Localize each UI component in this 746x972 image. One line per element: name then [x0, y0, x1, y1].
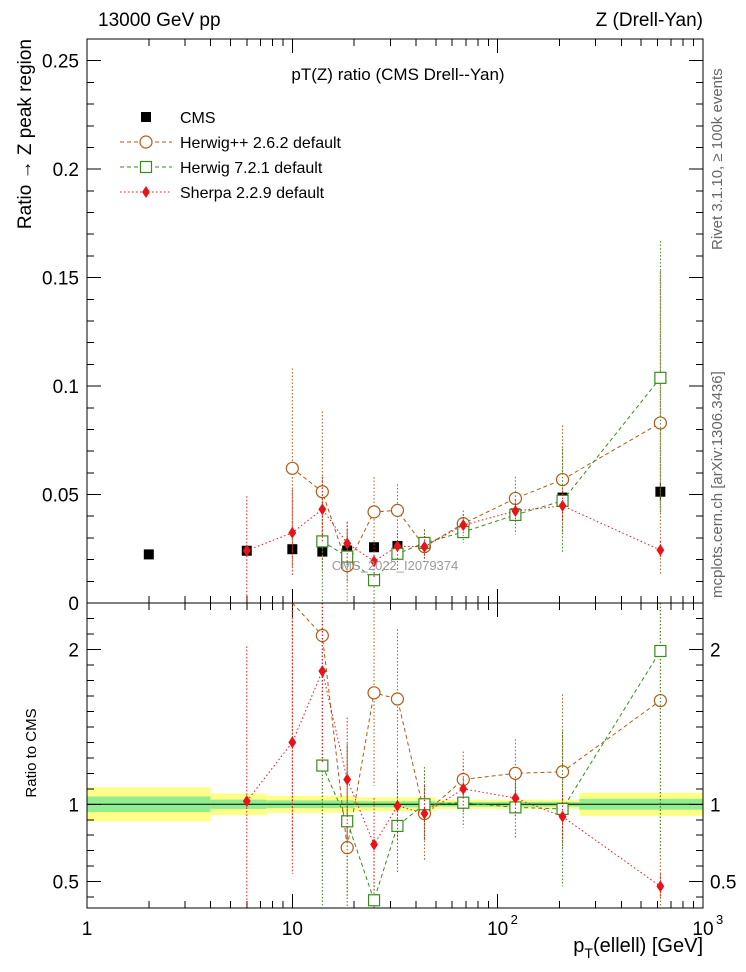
legend-cms-marker: [141, 112, 151, 122]
ratio-ytick-label-left: 1: [68, 795, 79, 816]
herwig-7-2-1-default-point: [341, 815, 354, 828]
legend-herwig-7-2-1-default-marker: [139, 160, 153, 174]
herwig-7-2-1-default-point: [654, 371, 667, 384]
sherpa-2-2-9-default-line: [246, 505, 661, 562]
x-tick-label: 1: [82, 919, 93, 940]
sherpa-2-2-9-default-line: [246, 669, 661, 887]
ratio-y-axis-title: Ratio to CMS: [23, 708, 40, 797]
herwig-7-2-1-default-point: [654, 644, 667, 658]
ratio-ticks: 0.5 0.5 1 1 2 2: [53, 603, 736, 908]
sherpa-2-2-9-default-point: [318, 665, 327, 678]
herwig-2-6-2-default-point: [367, 505, 381, 519]
herwig-2-6-2-default-point: [390, 503, 405, 517]
herwig-2-6-2-default-line: [291, 602, 661, 848]
herwig-7-2-1-default-point: [367, 894, 381, 907]
sherpa-2-2-9-default-point: [242, 544, 251, 557]
x-tick-label: 10: [282, 919, 303, 940]
ratio-ytick-label-right: 2: [710, 640, 721, 661]
herwig-2-6-2-default-point: [285, 461, 299, 475]
main-ytick-label: 0: [68, 594, 79, 615]
main-ytick-label: 0.15: [42, 269, 79, 290]
herwig-2-6-2-default-point: [367, 686, 381, 700]
main-y-axis-title: Ratio → Z peak region: [15, 39, 36, 229]
legend: CMS Herwig++ 2.6.2 default Herwig 7.2.1 de…: [120, 110, 342, 202]
herwig-2-6-2-default-line: [292, 422, 661, 567]
sherpa-2-2-9-default-point: [558, 810, 567, 823]
watermark-label: CMS_2022_I2079374: [332, 558, 459, 573]
sherpa-2-2-9-default-point: [656, 544, 665, 557]
cms-point: [369, 542, 380, 553]
sherpa-2-2-9-default-point: [459, 782, 468, 795]
header-left-label: 13000 GeV pp: [98, 10, 221, 31]
sherpa-2-2-9-default-point: [656, 880, 665, 893]
cms-point: [143, 549, 154, 560]
legend-sherpa-2-2-9-default-label: Sherpa 2.2.9 default: [180, 185, 325, 202]
ratio-ytick-label-left: 0.5: [53, 873, 79, 894]
sherpa-2-2-9-default-point: [393, 799, 402, 812]
herwig-7-2-1-default-line: [321, 650, 661, 902]
x-tick-label: 10: [487, 919, 508, 940]
mcplots-label: mcplots.cern.ch [arXiv:1306.3436]: [709, 371, 726, 598]
x-tick-exponent: 2: [511, 912, 518, 927]
main-ytick-label: 0.1: [53, 377, 79, 398]
main-ytick-label: 0.2: [53, 160, 79, 181]
x-tick-label: 10: [692, 919, 713, 940]
x-tick-labels: 1 10 10 2 10 3: [82, 912, 724, 940]
sherpa-2-2-9-default-point: [288, 526, 297, 539]
reference-bands: [87, 787, 703, 822]
ratio-plot-frame: [86, 602, 704, 909]
sherpa-2-2-9-default-point: [242, 795, 251, 808]
chart-title: pT(Z) ratio (CMS Drell--Yan): [291, 65, 504, 84]
legend-herwig-2-6-2-default-marker: [139, 135, 153, 149]
ratio-ytick-label-left: 2: [68, 640, 79, 661]
ratio-ytick-label-right: 1: [710, 795, 721, 816]
main-series-group: [143, 241, 667, 603]
main-plot-panel: 0 0.05 0.1 0.15 0.2 0.25 pT(Z) ratio (CMS Dre…: [15, 38, 704, 615]
legend-herwig-7-2-1-default-label: Herwig 7.2.1 default: [180, 160, 323, 177]
sherpa-2-2-9-default-point: [370, 838, 378, 851]
herwig-2-6-2-default-point: [508, 766, 522, 780]
sherpa-2-2-9-default-point: [343, 537, 352, 550]
sherpa-2-2-9-default-point: [420, 540, 429, 553]
main-ytick-label: 0.05: [42, 486, 79, 507]
legend-sherpa-2-2-9-default-marker: [142, 186, 150, 198]
legend-herwig-2-6-2-default-label: Herwig++ 2.6.2 default: [180, 135, 342, 152]
sherpa-2-2-9-default-point: [393, 540, 402, 553]
ratio-ytick-label-right: 0.5: [710, 873, 736, 894]
main-ticks: 0 0.05 0.1 0.15 0.2 0.25: [42, 38, 703, 615]
rivet-version-label: Rivet 3.1.10, ≥ 100k events: [709, 68, 726, 250]
main-ytick-label: 0.25: [42, 52, 79, 73]
header-right-label: Z (Drell-Yan): [596, 10, 703, 31]
sherpa-2-2-9-default-point: [511, 792, 520, 805]
herwig-7-2-1-default-point: [367, 574, 381, 587]
herwig-2-6-2-default-point: [390, 692, 405, 706]
ratio-series-group: [242, 602, 667, 908]
ratio-plot-panel: 0.5 0.5 1 1 2 2 Ratio to CMS: [23, 602, 736, 909]
x-tick-exponent: 3: [716, 912, 723, 927]
sherpa-2-2-9-default-point: [318, 503, 327, 516]
sherpa-2-2-9-default-point: [420, 807, 429, 820]
x-axis-title: pT(ellell) [GeV]: [573, 935, 703, 961]
herwig-2-6-2-default-point: [340, 841, 354, 855]
sherpa-2-2-9-default-point: [511, 505, 520, 517]
sherpa-2-2-9-default-point: [288, 736, 297, 749]
herwig-7-2-1-default-point: [316, 535, 329, 548]
sherpa-2-2-9-default-point: [459, 519, 468, 532]
sherpa-2-2-9-default-point: [343, 773, 352, 786]
herwig-7-2-1-default-point: [316, 759, 329, 772]
sherpa-2-2-9-default-point: [558, 499, 567, 512]
herwig-7-2-1-default-point: [457, 796, 470, 809]
sherpa-2-2-9-default-point: [370, 555, 378, 568]
legend-cms-label: CMS: [180, 110, 216, 127]
